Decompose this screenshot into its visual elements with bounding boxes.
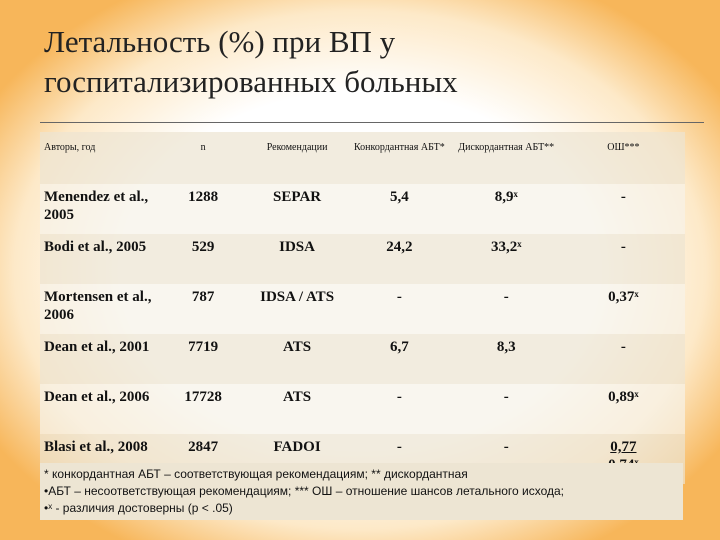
table-cell: 33,2ˣ xyxy=(490,239,522,255)
title-rule xyxy=(40,122,704,123)
header-row: Авторы, год n Рекомендации Конкордантная АБ… xyxy=(40,132,685,184)
slide-title: Летальность (%) при ВП у госпитализирова… xyxy=(44,24,458,99)
footnotes: * конкордантная АБТ – соответствующая ре… xyxy=(40,463,683,520)
table-cell: - xyxy=(396,389,402,405)
table-cell: 2847 xyxy=(188,439,219,455)
table-cell: 5,4 xyxy=(390,189,409,205)
table-cell: - xyxy=(503,389,509,405)
table-cell: IDSA xyxy=(279,239,315,255)
table-cell: 0,37ˣ xyxy=(608,289,639,305)
table-cell: ATS xyxy=(283,339,312,355)
table-cell: 7719 xyxy=(188,339,219,355)
table-cell: - xyxy=(620,239,626,255)
table-cell: FADOI xyxy=(273,439,321,455)
table-cell: SEPAR xyxy=(273,189,322,205)
table-cell: - xyxy=(620,339,626,355)
table-cell: - xyxy=(396,439,402,455)
table-cell: ATS xyxy=(283,389,312,405)
table-cell: Mortensen et al., 2006 xyxy=(44,289,152,323)
table-cell: 8,9ˣ xyxy=(494,189,518,205)
header-cell: Рекомендации xyxy=(266,142,328,153)
table-cell: IDSA / ATS xyxy=(260,289,335,305)
table-cell: - xyxy=(503,289,509,305)
footnote: * конкордантная АБТ – соответствующая ре… xyxy=(44,467,468,481)
header-cell: Конкордантная АБТ* xyxy=(353,142,445,153)
table-row: Dean et al., 2001 7719 ATS 6,7 8,3 - xyxy=(40,334,685,384)
header-cell: Дискордантная АБТ** xyxy=(458,142,555,153)
table-cell: 6,7 xyxy=(390,339,409,355)
table-cell: - xyxy=(620,189,626,205)
table-cell: Dean et al., 2001 xyxy=(44,339,150,355)
table-row: Dean et al., 2006 17728 ATS - - 0,89ˣ xyxy=(40,384,685,434)
table-cell: 8,3 xyxy=(496,339,516,355)
footnote: •ˣ - различия достоверны (р < .05) xyxy=(44,501,233,515)
table-cell: Blasi et al., 2008 xyxy=(44,439,148,455)
table-cell: 787 xyxy=(191,289,215,305)
cell-line: 0,77 xyxy=(610,439,637,455)
table-cell: 24,2 xyxy=(386,239,413,255)
table-cell: Menendez et al., 2005 xyxy=(44,189,149,223)
header-cell: n xyxy=(200,142,206,153)
header-cell: Авторы, год xyxy=(44,142,96,153)
table: Авторы, год n Рекомендации Конкордантная АБ… xyxy=(40,132,685,484)
table-row: Mortensen et al., 2006 787 IDSA / ATS - - 0,3… xyxy=(40,284,685,334)
table-cell: Dean et al., 2006 xyxy=(44,389,150,405)
table-cell: 1288 xyxy=(188,189,219,205)
table-cell: - xyxy=(396,289,402,305)
table-cell: 529 xyxy=(191,239,215,255)
table-row: Menendez et al., 2005 1288 SEPAR 5,4 8,9ˣ - xyxy=(40,184,685,234)
table-cell: Bodi et al., 2005 xyxy=(44,239,147,255)
table-row: Bodi et al., 2005 529 IDSA 24,2 33,2ˣ - xyxy=(40,234,685,284)
header-cell: ОШ*** xyxy=(607,142,640,153)
table-cell: - xyxy=(503,439,509,455)
table-cell: 0,89ˣ xyxy=(608,389,639,405)
footnote: •АБТ – несоответствующая рекомендациям; … xyxy=(44,484,565,498)
table-cell: 17728 xyxy=(184,389,222,405)
